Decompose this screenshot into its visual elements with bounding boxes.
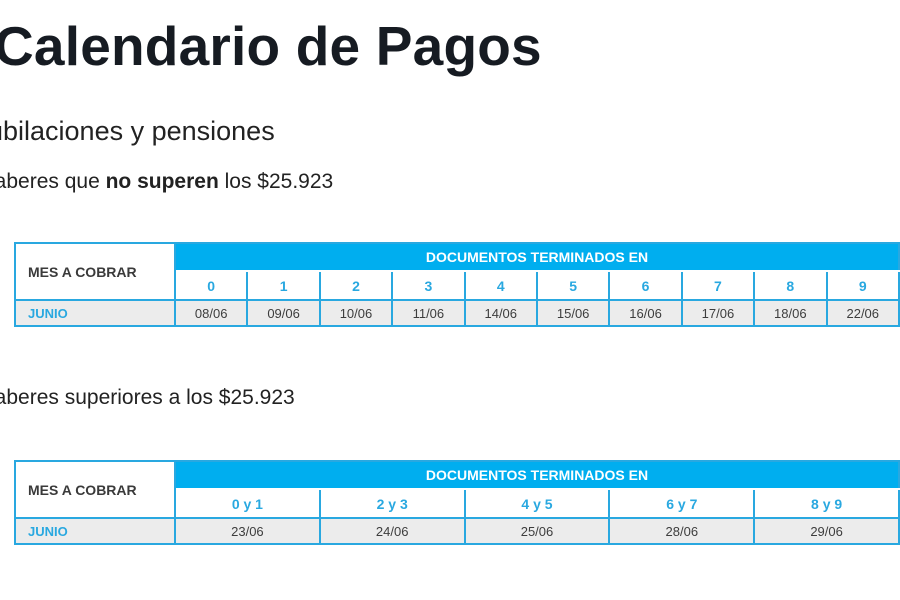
subtitle-suffix: los $25.923 (218, 170, 334, 193)
date-cell: 22/06 (825, 299, 900, 327)
subtitle-high-income: laberes superiores a los $25.923 (0, 386, 295, 409)
payment-table-low: MES A COBRAR DOCUMENTOS TERMINADOS EN 0 … (14, 242, 900, 327)
termination-cell: 3 (391, 270, 466, 301)
date-cell: 08/06 (173, 299, 249, 327)
subtitle-prefix: laberes que (0, 170, 106, 193)
date-cell: 24/06 (318, 517, 466, 545)
termination-cell: 2 y 3 (318, 488, 466, 519)
termination-cell: 2 (318, 270, 394, 301)
table-row: JUNIO 23/06 24/06 25/06 28/06 29/06 (14, 517, 900, 545)
date-cell: 09/06 (246, 299, 321, 327)
date-cell: 16/06 (608, 299, 683, 327)
date-cell: 14/06 (463, 299, 538, 327)
page-title: Calendario de Pagos (0, 15, 542, 77)
subtitle-bold: no superen (105, 170, 219, 193)
termination-cell: 4 y 5 (463, 488, 611, 519)
termination-cell: 0 (173, 270, 249, 301)
payment-table-high: MES A COBRAR DOCUMENTOS TERMINADOS EN 0 … (14, 460, 900, 545)
date-cell: 11/06 (391, 299, 466, 327)
mes-a-cobrar-header: MES A COBRAR (14, 242, 176, 301)
termination-cell: 8 y 9 (753, 488, 900, 519)
date-cell: 18/06 (753, 299, 828, 327)
termination-cell: 9 (825, 270, 900, 301)
termination-cell: 6 (608, 270, 683, 301)
termination-cell: 0 y 1 (174, 488, 321, 519)
month-label: JUNIO (14, 517, 176, 545)
mes-a-cobrar-header: MES A COBRAR (14, 460, 176, 519)
date-cell: 17/06 (680, 299, 756, 327)
date-cell: 23/06 (174, 517, 321, 545)
termination-cell: 4 (463, 270, 538, 301)
section-title: ubilaciones y pensiones (0, 116, 275, 146)
termination-cell: 8 (753, 270, 828, 301)
date-cell: 28/06 (608, 517, 756, 545)
documentos-header: DOCUMENTOS TERMINADOS EN (174, 460, 900, 490)
date-cell: 29/06 (753, 517, 900, 545)
table-row: JUNIO 08/06 09/06 10/06 11/06 14/06 15/0… (14, 299, 900, 327)
documentos-header: DOCUMENTOS TERMINADOS EN (174, 242, 900, 272)
date-cell: 10/06 (318, 299, 394, 327)
termination-cell: 7 (680, 270, 756, 301)
month-label: JUNIO (14, 299, 176, 327)
termination-cell: 6 y 7 (608, 488, 756, 519)
subtitle-low-income: laberes que no superen los $25.923 (0, 170, 333, 194)
termination-cell: 5 (535, 270, 611, 301)
date-cell: 25/06 (463, 517, 611, 545)
date-cell: 15/06 (535, 299, 611, 327)
termination-cell: 1 (246, 270, 321, 301)
